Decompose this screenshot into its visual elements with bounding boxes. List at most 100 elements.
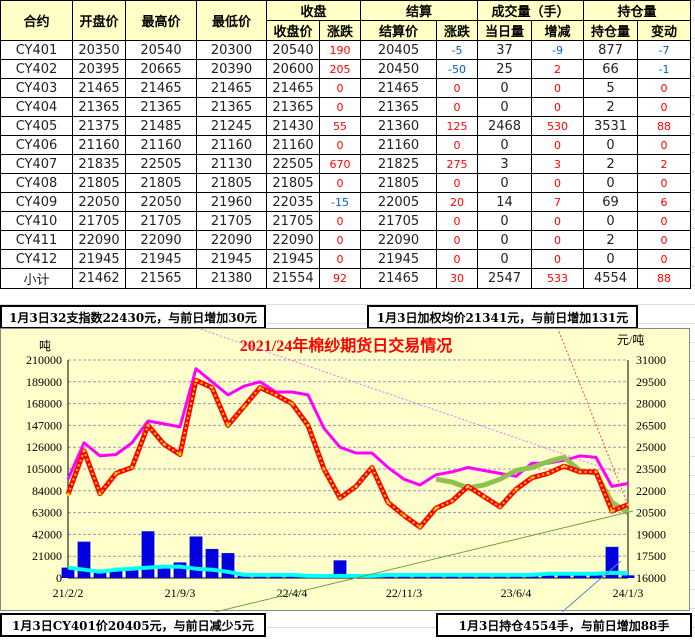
header-contract: 合约 <box>0 0 73 41</box>
x-tick-label: 23/6/4 <box>501 586 532 600</box>
volume-bar <box>269 576 283 578</box>
value-cell: 5 <box>583 78 638 98</box>
volume-bar <box>621 575 635 578</box>
value-cell: 21465 <box>196 78 267 98</box>
contract-cell: CY403 <box>0 78 73 98</box>
left-tick-label: 21000 <box>32 549 62 563</box>
left-tick-label: 126000 <box>26 440 62 454</box>
left-tick-label: 189000 <box>26 375 62 389</box>
value-cell: 0 <box>436 97 478 117</box>
table-row: CY404 21365 21365 21365 21365 0 21365 0 0 0 2 0 <box>0 97 691 117</box>
value-cell: 20300 <box>196 40 267 60</box>
value-cell: 21160 <box>72 135 126 155</box>
value-cell: 0 <box>583 173 638 193</box>
value-cell: -15 <box>319 192 361 212</box>
x-tick-label: 24/1/3 <box>613 586 644 600</box>
x-tick-label: 21/2/2 <box>53 586 84 600</box>
value-cell: 3531 <box>583 116 638 136</box>
value-cell: 2547 <box>477 268 532 289</box>
value-cell: 0 <box>583 135 638 155</box>
value-cell: 21705 <box>125 211 197 231</box>
price-point <box>210 386 214 390</box>
chart-area: 0 21000 42000 63000 84000 105000 126000 147000 1… <box>0 323 690 614</box>
price-point <box>194 378 198 382</box>
value-cell: 21945 <box>196 249 267 269</box>
value-cell: 21465 <box>72 78 126 98</box>
price-point <box>466 484 470 488</box>
contract-cell: 小计 <box>0 268 73 289</box>
value-cell: 0 <box>531 211 584 231</box>
price-point <box>498 505 502 509</box>
value-cell: 0 <box>531 135 584 155</box>
value-cell: 20600 <box>266 59 320 79</box>
x-tick-label: 22/11/3 <box>386 586 422 600</box>
value-cell: 21805 <box>196 173 267 193</box>
value-cell: 21705 <box>360 211 437 231</box>
leader-line-avg <box>555 323 629 506</box>
value-cell: 21465 <box>360 78 437 98</box>
price-point <box>178 452 182 456</box>
value-cell: 0 <box>319 230 361 250</box>
value-cell: 530 <box>531 116 584 136</box>
value-cell: 0 <box>436 135 478 155</box>
value-cell: 0 <box>531 78 584 98</box>
left-tick-label: 105000 <box>26 462 62 476</box>
contract-cell: CY401 <box>0 40 73 60</box>
value-cell: 2 <box>531 59 584 79</box>
left-tick-label: 63000 <box>32 506 62 520</box>
value-cell: 88 <box>637 268 691 289</box>
header-high: 最高价 <box>125 0 197 41</box>
value-cell: 22050 <box>72 192 126 212</box>
volume-bar <box>333 560 347 578</box>
value-cell: 670 <box>319 154 361 174</box>
leader-line-cy401 <box>210 510 634 614</box>
value-cell: 0 <box>531 97 584 117</box>
value-cell: -5 <box>436 40 478 60</box>
value-cell: 22505 <box>266 154 320 174</box>
note-cy401: 1月3日CY401价20405元，与前日减少5元 <box>0 613 266 637</box>
value-cell: 20665 <box>125 59 197 79</box>
contract-cell: CY411 <box>0 230 73 250</box>
value-cell: 21160 <box>360 135 437 155</box>
value-cell: 0 <box>477 135 532 155</box>
value-cell: 0 <box>637 211 691 231</box>
header-settle-change: 涨跌 <box>436 20 478 41</box>
price-point <box>274 393 278 397</box>
value-cell: 20350 <box>72 40 126 60</box>
value-cell: 0 <box>637 97 691 117</box>
chart-title: 2021/24年棉纱期货日交易情况 <box>240 336 452 355</box>
price-point <box>322 467 326 471</box>
value-cell: 2 <box>583 230 638 250</box>
x-tick-label: 21/9/3 <box>165 586 196 600</box>
contract-cell: CY405 <box>0 116 73 136</box>
value-cell: 21565 <box>125 268 197 289</box>
value-cell: 0 <box>531 173 584 193</box>
value-cell: 21945 <box>72 249 126 269</box>
price-dots <box>67 379 629 529</box>
left-tick-label: 84000 <box>32 484 62 498</box>
contract-cell: CY409 <box>0 192 73 212</box>
note-weighted-avg: 1月3日加权均价21341元，与前日增加131元 <box>367 305 638 329</box>
value-cell: 21945 <box>360 249 437 269</box>
value-cell: -9 <box>531 40 584 60</box>
note-index: 1月3日32支指数22430元，与前日增加30元 <box>0 305 266 329</box>
volume-bar <box>125 567 139 578</box>
value-cell: 21805 <box>125 173 197 193</box>
value-cell: 21705 <box>266 211 320 231</box>
leader-line-holding <box>560 560 622 614</box>
value-cell: 55 <box>319 116 361 136</box>
price-point <box>242 405 246 409</box>
value-cell: 0 <box>477 78 532 98</box>
value-cell: 0 <box>319 249 361 269</box>
table-row: CY410 21705 21705 21705 21705 0 21705 0 0 0 0 0 <box>0 211 691 231</box>
value-cell: 190 <box>319 40 361 60</box>
value-cell: 0 <box>319 97 361 117</box>
table-row: CY405 21375 21485 21245 21430 55 21360 125 2468 5… <box>0 116 691 136</box>
value-cell: 22090 <box>125 230 197 250</box>
price-point <box>338 496 342 500</box>
value-cell: 88 <box>637 116 691 136</box>
group-open-interest: 持仓量 <box>583 0 691 21</box>
price-point <box>258 386 262 390</box>
volume-bar <box>61 567 75 578</box>
